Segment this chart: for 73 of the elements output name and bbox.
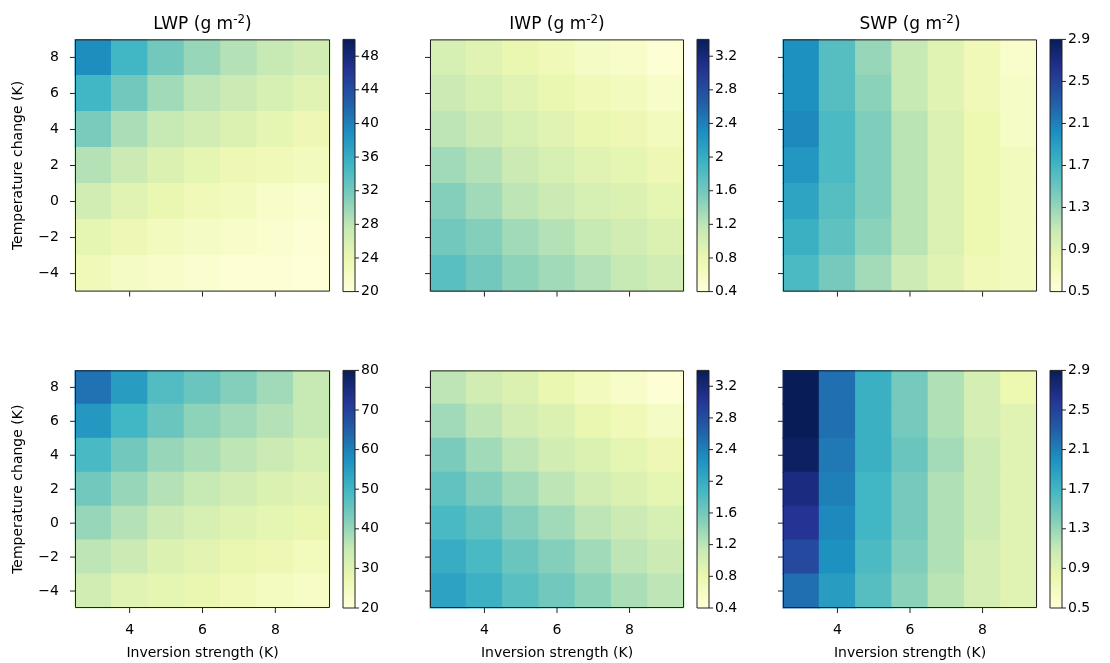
y-tick-label: 4 [50,120,60,137]
color-bar-label: 0.9 [1068,240,1091,257]
x-axis-title: Inversion strength (K) [126,644,279,660]
color-bar-label: 2 [715,471,724,488]
color-bar-label: 2.8 [715,408,738,425]
color-bar-label: 0.8 [715,248,738,265]
color-bar-label: 2.5 [1068,400,1091,417]
y-tick-label: 8 [50,48,59,65]
x-tick-label: 4 [479,621,489,638]
color-bar-label: 2.9 [1068,30,1091,47]
x-tick-label: 6 [198,621,208,638]
y-tick-label: 0 [50,192,59,209]
color-bar-label: 1.2 [715,535,738,552]
color-bar-label: 0.5 [1068,598,1091,615]
y-tick-label: −2 [38,228,59,245]
color-bar-label: 1.3 [1068,198,1091,215]
x-axis-title: Inversion strength (K) [480,644,634,660]
x-tick-label: 8 [978,621,988,638]
color-bar-label: 32 [361,181,379,198]
y-tick-label: −4 [38,264,60,281]
color-bar-label: 1.7 [1068,156,1091,173]
color-bar-label: 2.1 [1068,114,1091,131]
color-bar-label: 1.7 [1068,479,1091,496]
color-bar-label: 70 [361,400,379,417]
color-bar-label: 2.4 [715,114,738,131]
color-bar-label: 48 [361,46,379,63]
y-tick-label: 0 [50,513,59,530]
color-bar-label: 24 [361,248,379,265]
y-axis-title: Temperature change (K) [9,404,25,575]
color-bar-label: 2.9 [1068,361,1091,378]
color-bar-label: 44 [361,80,379,97]
color-bar-label: 40 [361,519,379,536]
color-bar-label: 20 [361,282,379,299]
y-tick-label: 2 [50,479,59,496]
x-tick-label: 8 [270,621,280,638]
y-tick-label: 2 [50,156,59,173]
color-bar-label: 2.1 [1068,440,1091,457]
color-bar-label: 60 [361,440,379,457]
color-bar-label: 40 [361,114,379,131]
x-tick-label: 6 [905,621,915,638]
color-bar-label: 3.2 [715,376,738,393]
y-tick-label: 8 [50,378,59,395]
x-tick-label: 4 [832,621,842,638]
color-bar-label: 1.6 [715,181,738,198]
color-bar-label: 2.5 [1068,72,1091,89]
x-tick-label: 4 [125,621,135,638]
color-bar-label: 2.4 [715,440,738,457]
color-bar-label: 2 [715,147,724,164]
y-tick-label: 6 [50,411,60,428]
color-bar-label: 1.2 [715,214,738,231]
y-axis-title: Temperature change (K) [9,80,25,252]
y-tick-label: 4 [50,445,60,462]
x-tick-label: 8 [625,621,635,638]
color-bar-label: 0.8 [715,566,738,583]
color-bar-label: 0.4 [715,598,738,615]
y-tick-label: −2 [38,547,59,564]
color-bar-label: 30 [361,559,379,576]
color-bar-label: 50 [361,479,379,496]
color-bar-label: 1.6 [715,503,738,520]
y-tick-label: 6 [50,84,60,101]
color-bar-label: 0.9 [1068,559,1091,576]
color-bar-label: 0.4 [715,282,738,299]
color-bar-label: 36 [361,147,379,164]
color-bar-label: 0.5 [1068,282,1091,299]
color-bar-label: 20 [361,598,379,615]
color-bar-label: 2.8 [715,80,738,97]
x-axis-title: Inversion strength (K) [833,644,987,660]
x-tick-label: 6 [552,621,562,638]
color-bar-label: 28 [361,214,379,231]
y-tick-label: −4 [38,581,60,598]
color-bar-label: 1.3 [1068,519,1091,536]
color-bar-label: 3.2 [715,46,738,63]
color-bar-label: 80 [361,361,379,378]
